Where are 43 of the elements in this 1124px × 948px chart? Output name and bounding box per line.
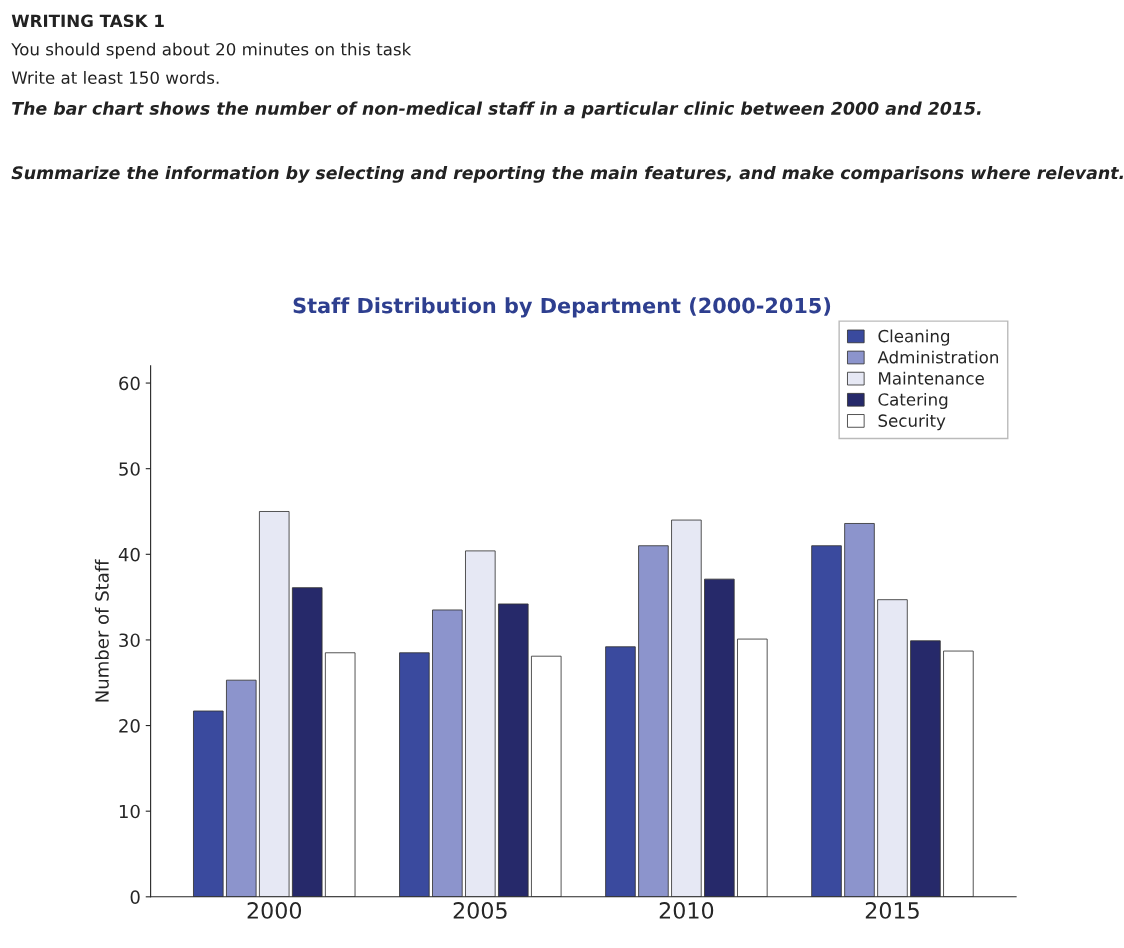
bar (605, 646, 636, 897)
y-axis-title: Number of Staff (94, 559, 109, 702)
bar (193, 710, 224, 897)
legend-label: Security (878, 414, 946, 431)
bar (704, 578, 735, 897)
y-tick-label: 30 (119, 633, 140, 648)
bar (498, 603, 529, 897)
bar (465, 550, 496, 897)
bar (638, 545, 669, 897)
x-tick-label: 2010 (659, 902, 714, 919)
bar (671, 519, 702, 897)
y-tick-label: 40 (118, 547, 140, 562)
text: Write at least 150 words. (11, 71, 219, 84)
y-tick-label: 20 (119, 719, 140, 733)
text: You should spend about 20 minutes on this task (11, 42, 412, 59)
bar (811, 545, 842, 897)
bar (844, 523, 875, 897)
x-tick-label: 2015 (865, 902, 919, 919)
y-tick-label: 0 (130, 890, 140, 904)
legend-label: Administration (877, 350, 999, 364)
chart-title: Staff Distribution by Department (2000-2015) (293, 297, 831, 318)
bar (399, 652, 430, 897)
bar (324, 652, 356, 897)
bar (737, 638, 768, 897)
bar (226, 679, 257, 897)
text: WRITING TASK 1 (11, 14, 164, 28)
y-tick-label: 50 (119, 462, 140, 476)
y-tick-label: 10 (119, 804, 140, 819)
y-tick-label: 60 (119, 376, 140, 391)
x-tick-label: 2000 (247, 902, 302, 919)
bar (943, 650, 974, 897)
bar (910, 640, 941, 897)
legend-label: Maintenance (879, 371, 984, 385)
bar (291, 587, 323, 897)
legend-label: Catering (878, 392, 948, 410)
text: The bar chart shows the number of non-medical staff in a particular clinic between 2000 and 2015. (12, 101, 981, 119)
text: Summarize the information by selecting and reporting the main features, and make comparisons where relevant. (11, 165, 1124, 183)
bar (877, 599, 908, 897)
x-tick-label: 2005 (453, 902, 507, 919)
bar (432, 609, 463, 897)
bar (259, 511, 290, 897)
bar (531, 655, 562, 897)
legend-label: Cleaning (878, 329, 950, 346)
